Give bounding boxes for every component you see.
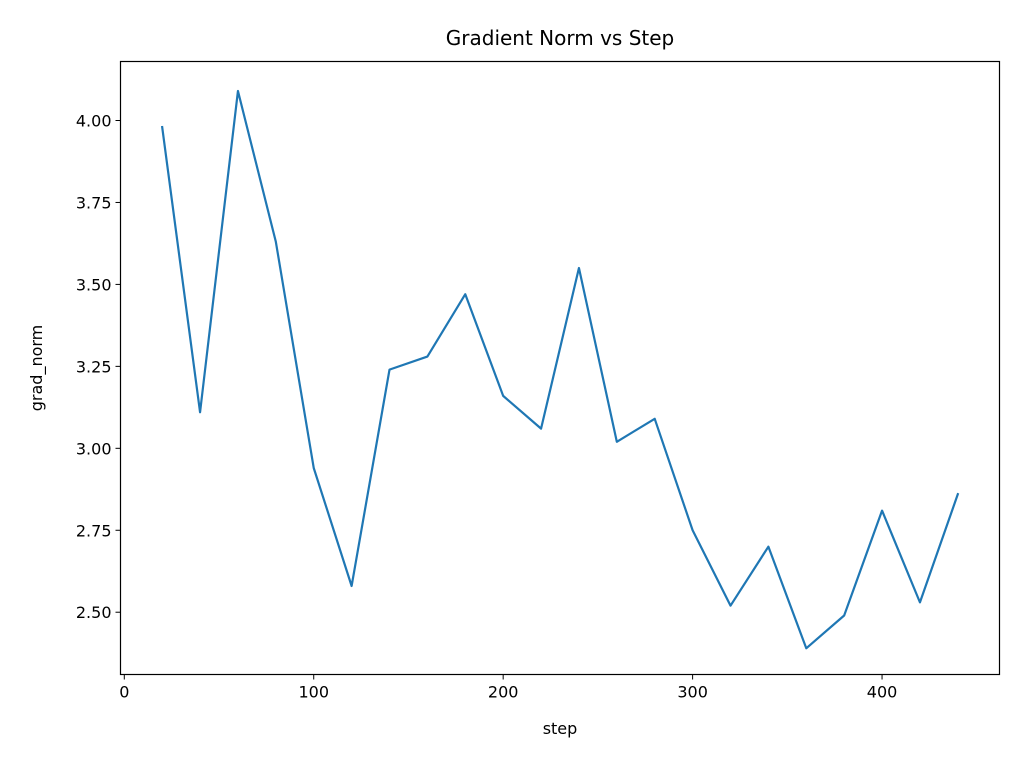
y-axis: 2.50 2.75 3.00 3.25 3.50 3.75 4.00 bbox=[76, 112, 121, 622]
y-tick-label: 3.50 bbox=[76, 275, 112, 294]
y-tick-label: 3.00 bbox=[76, 439, 112, 458]
x-tick-label: 0 bbox=[119, 683, 129, 702]
x-tick-label: 200 bbox=[488, 683, 519, 702]
y-tick-label: 2.75 bbox=[76, 521, 112, 540]
x-axis-label: step bbox=[543, 719, 578, 738]
y-tick-label: 4.00 bbox=[76, 112, 112, 131]
x-tick-label: 100 bbox=[298, 683, 329, 702]
y-tick-label: 3.25 bbox=[76, 357, 112, 376]
x-tick-label: 300 bbox=[677, 683, 708, 702]
chart-title: Gradient Norm vs Step bbox=[446, 26, 674, 50]
y-tick-label: 2.50 bbox=[76, 603, 112, 622]
x-tick-label: 400 bbox=[867, 683, 898, 702]
y-tick-label: 3.75 bbox=[76, 193, 112, 212]
plot-frame bbox=[119, 60, 1001, 676]
series-line-0 bbox=[160, 89, 960, 650]
x-axis: 0 100 200 300 400 bbox=[119, 674, 898, 702]
series-layer bbox=[160, 89, 960, 650]
y-axis-label: grad_norm bbox=[27, 325, 47, 412]
